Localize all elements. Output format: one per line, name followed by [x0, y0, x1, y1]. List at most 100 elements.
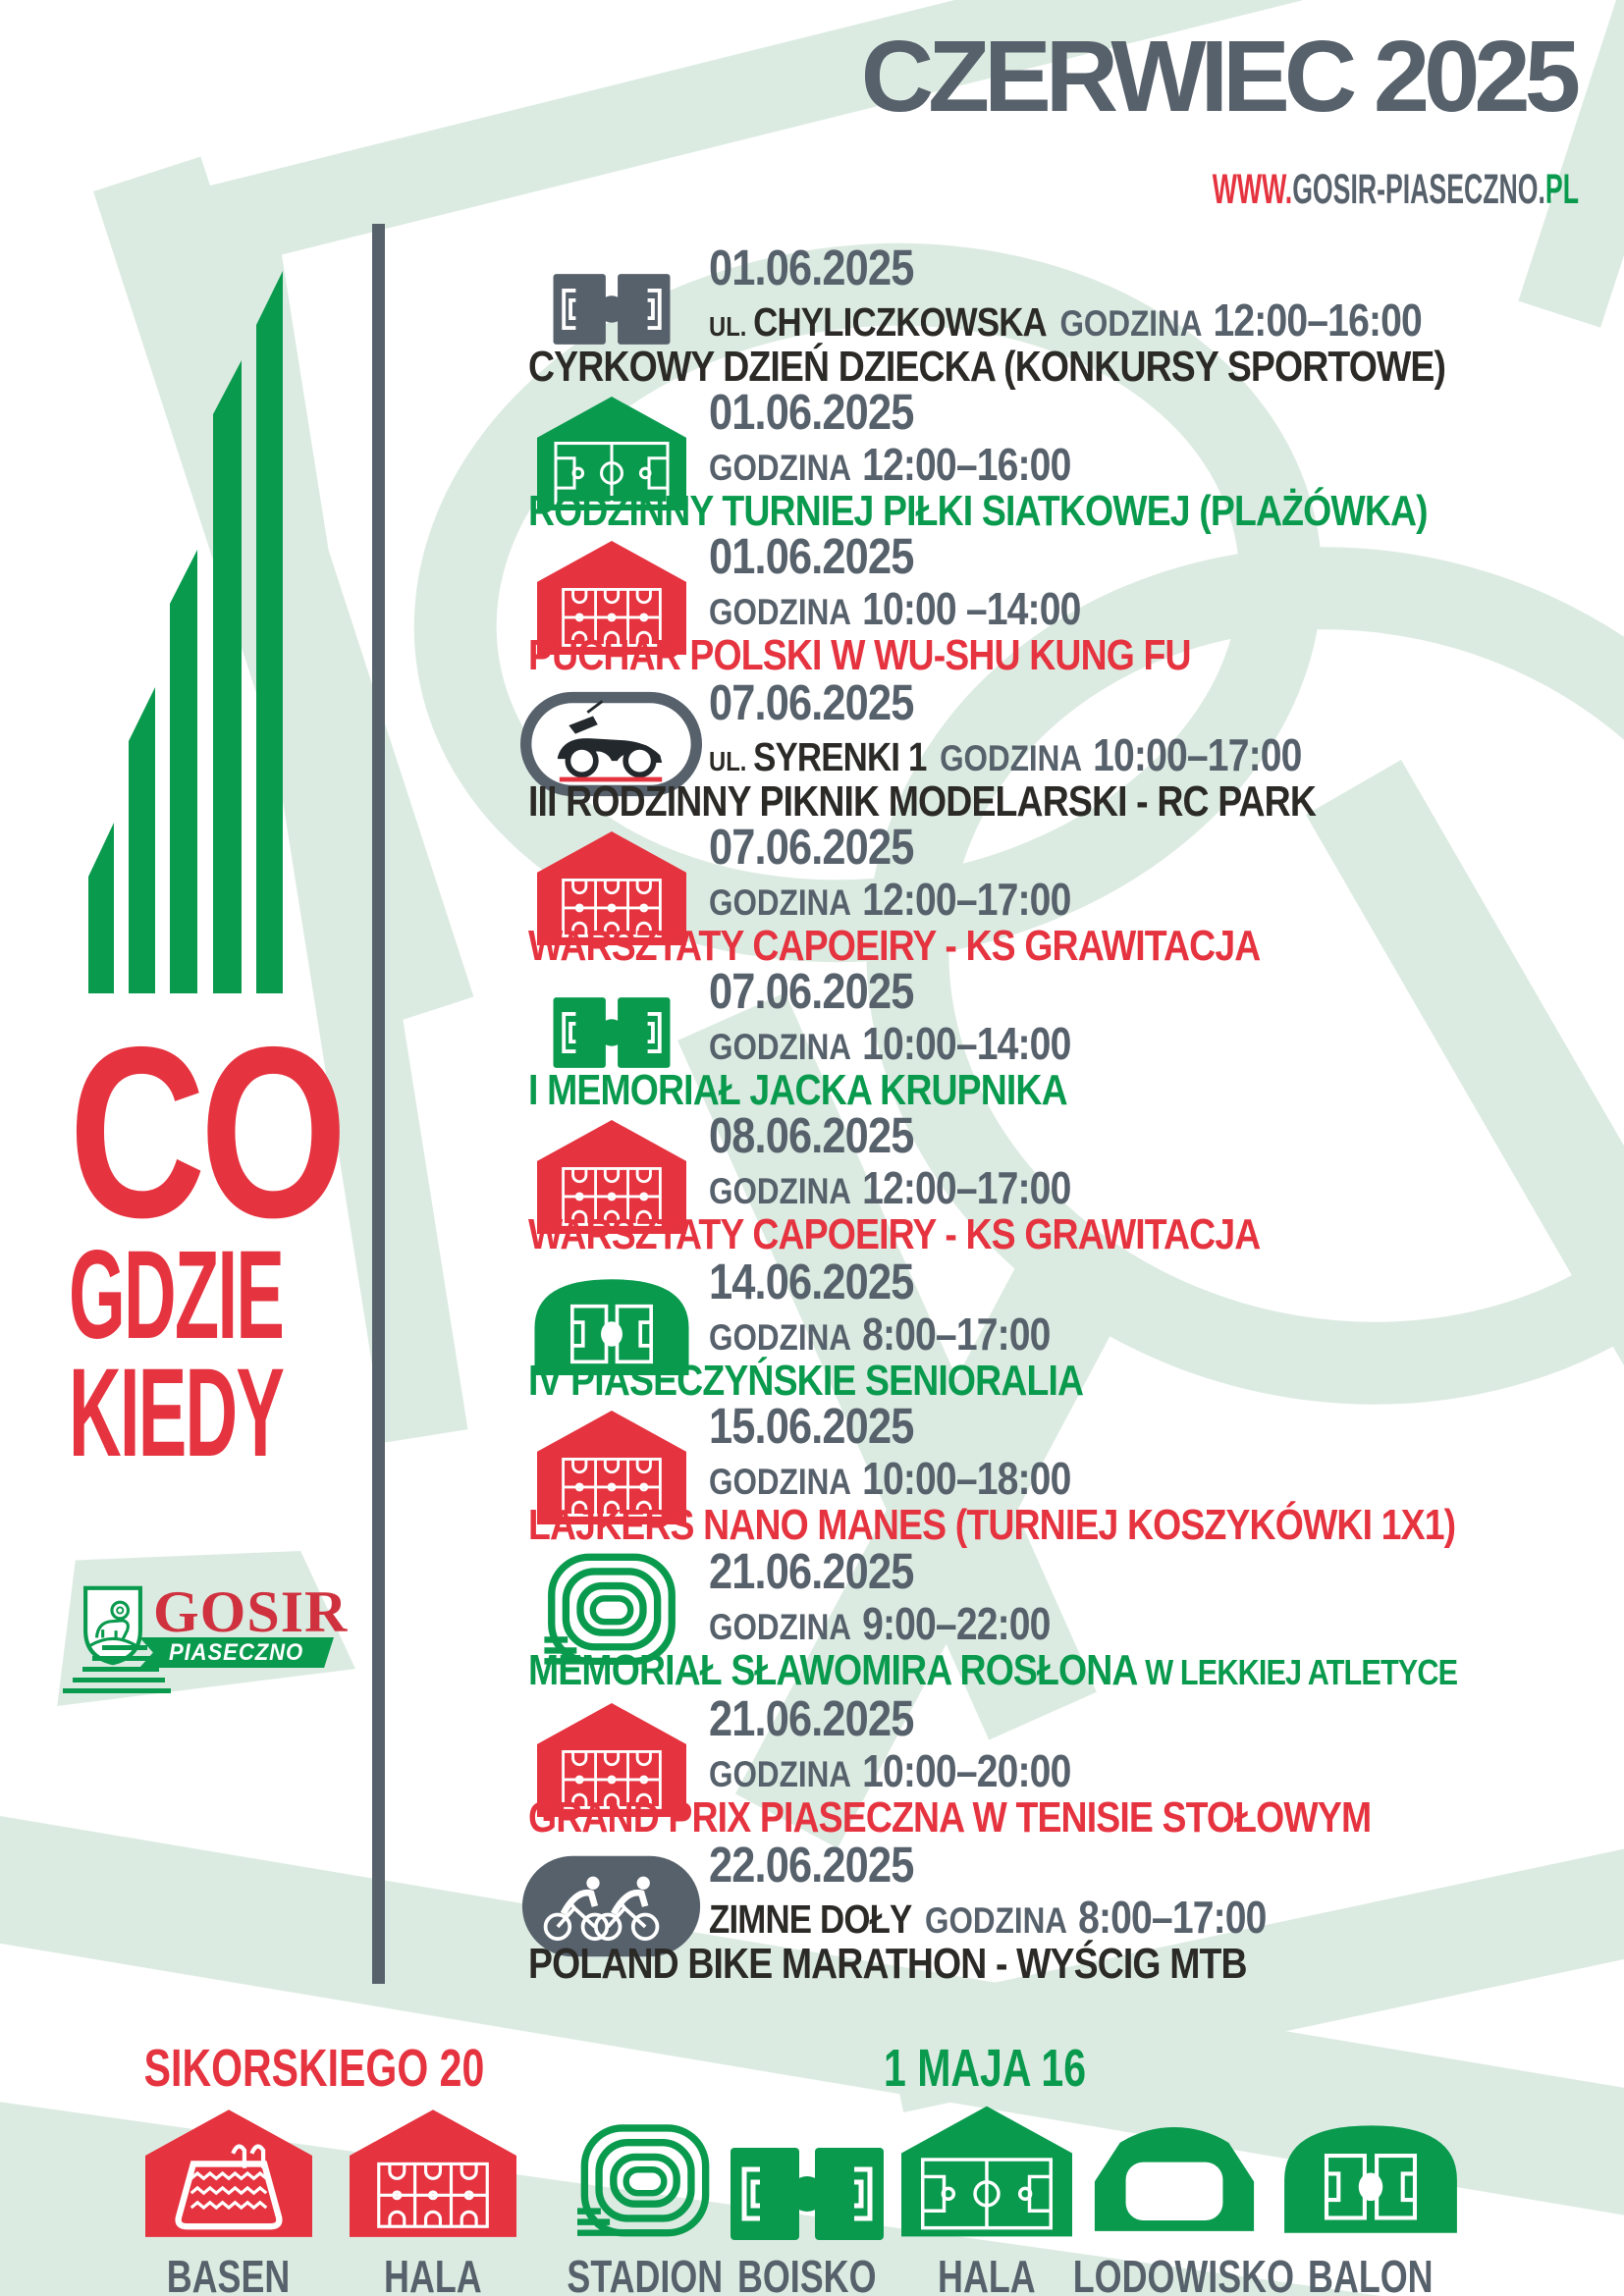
event-name: I MEMORIAŁ JACKA KRUPNIKA: [528, 1066, 1068, 1114]
event-name: WARSZTATY CAPOEIRY - KS GRAWITACJA: [528, 1210, 1261, 1258]
field-icon: [675, 2079, 940, 2248]
event-details: GODZINA 12:00–16:00: [709, 441, 1071, 488]
event-godzina-label: GODZINA: [709, 592, 852, 632]
event-time: 10:00–18:00: [862, 1453, 1071, 1504]
event-name-suffix: W LEKKIEJ ATLETYCE: [1137, 1652, 1458, 1692]
event-time: 8:00–17:00: [862, 1308, 1051, 1360]
facility-item: LODOWISKO: [1042, 2079, 1307, 2296]
event-details: GODZINA 10:00–18:00: [709, 1453, 1071, 1504]
event-name: RODZINNY TURNIEJ PIŁKI SIATKOWEJ (PLAŻÓW…: [528, 487, 1429, 535]
logo-stripe: [73, 1678, 165, 1682]
hala-grid-icon: [520, 829, 702, 947]
facility-item: BALON: [1238, 2079, 1503, 2296]
page-title: CZERWIEC 2025: [860, 20, 1581, 133]
logo-wordmark: GOSIR: [153, 1579, 349, 1644]
event-time: 9:00–22:00: [862, 1598, 1051, 1649]
event-row: 01.06.2025 GODZINA 12:00–16:00 RODZINNY TUR…: [520, 387, 1610, 540]
facility-item: BOISKO: [675, 2079, 940, 2296]
hala-grid-icon: [520, 539, 702, 657]
blade-bar-4: [213, 360, 242, 993]
event-row: 14.06.2025 GODZINA 8:00–17:00 IV PIASECZYŃS…: [520, 1256, 1610, 1410]
url-www: WWW.: [1212, 166, 1293, 213]
event-location-prefix: UL.: [709, 311, 747, 342]
url-domain: GOSIR-PIASECZNO.: [1292, 166, 1545, 213]
event-time: 10:00 –14:00: [862, 583, 1081, 634]
website-url: WWW.GOSIR-PIASECZNO.PL: [1213, 169, 1579, 211]
oval-rc-icon: [520, 685, 702, 803]
event-location-prefix: UL.: [709, 746, 747, 776]
event-details: UL. SYRENKI 1 GODZINA 10:00–17:00: [709, 731, 1302, 778]
oval-bike-icon: [520, 1847, 702, 1965]
event-godzina-label: GODZINA: [1059, 303, 1203, 344]
event-date: 07.06.2025: [709, 963, 914, 1019]
hala-grid-icon: [300, 2079, 566, 2248]
facility-label: HALA: [938, 2251, 1036, 2296]
logo-stripe: [82, 1667, 159, 1672]
event-location: CHYLICZKOWSKA: [753, 299, 1048, 345]
event-details: GODZINA 10:00–20:00: [709, 1745, 1071, 1796]
rink-dome-icon: [1042, 2079, 1307, 2248]
event-time: 12:00–16:00: [1213, 294, 1423, 346]
event-godzina-label: GODZINA: [709, 1027, 852, 1067]
event-name: CYRKOWY DZIEŃ DZIECKA (KONKURSY SPORTOWE…: [528, 343, 1446, 391]
facility-label: BALON: [1308, 2251, 1434, 2296]
event-name: POLAND BIKE MARATHON - WYŚCIG MTB: [528, 1940, 1248, 1988]
event-row: 15.06.2025 GODZINA 10:00–18:00 LAJKERS NANO…: [520, 1401, 1610, 1554]
facility-label: HALA: [384, 2251, 482, 2296]
event-location: ZIMNE DOŁY: [709, 1896, 912, 1942]
event-time: 12:00–17:00: [862, 1162, 1071, 1213]
field-icon: [520, 974, 702, 1092]
blade-bar-2: [129, 687, 155, 993]
facility-item: BASEN: [96, 2079, 361, 2296]
facility-label: LODOWISKO: [1072, 2251, 1295, 2296]
event-date: 21.06.2025: [709, 1690, 914, 1746]
event-date: 07.06.2025: [709, 674, 914, 730]
track-icon: [513, 2079, 778, 2248]
hala-court-icon: [520, 395, 702, 512]
facility-label: BOISKO: [737, 2251, 877, 2296]
event-details: GODZINA 9:00–22:00: [709, 1600, 1051, 1647]
event-location: SYRENKI 1: [753, 734, 927, 779]
event-name: III RODZINNY PIKNIK MODELARSKI - RC PARK: [528, 777, 1317, 826]
event-details: GODZINA 12:00–17:00: [709, 876, 1071, 923]
facility-item: HALA: [300, 2079, 566, 2296]
event-time: 10:00–20:00: [862, 1745, 1071, 1796]
event-date: 01.06.2025: [709, 528, 914, 584]
event-name: GRAND PRIX PIASECZNA W TENISIE STOŁOWYM: [528, 1793, 1372, 1842]
event-details: GODZINA 10:00–14:00: [709, 1020, 1071, 1067]
event-godzina-label: GODZINA: [709, 1754, 852, 1794]
url-tld: PL: [1544, 166, 1579, 213]
event-godzina-label: GODZINA: [709, 1317, 852, 1358]
address-1maja: 1 MAJA 16: [883, 2039, 1087, 2098]
crest-icon: [82, 1584, 143, 1672]
logo-stripe: [63, 1688, 171, 1693]
event-row: 22.06.2025 ZIMNE DOŁY GODZINA 8:00–17:00 POL…: [520, 1840, 1610, 1993]
event-row: 08.06.2025 GODZINA 12:00–17:00 WARSZTATY CA…: [520, 1110, 1610, 1263]
event-row: 01.06.2025 GODZINA 10:00 –14:00 PUCHAR POLS…: [520, 531, 1610, 684]
event-date: 07.06.2025: [709, 819, 914, 875]
logo-subtitle: PIASECZNO: [169, 1638, 304, 1666]
event-godzina-label: GODZINA: [925, 1900, 1068, 1941]
event-godzina-label: GODZINA: [709, 448, 852, 488]
event-time: 10:00–17:00: [1093, 729, 1302, 780]
vertical-divider: [372, 224, 385, 1984]
event-date: 01.06.2025: [709, 384, 914, 440]
event-name: PUCHAR POLSKI W WU-SHU KUNG FU: [528, 631, 1192, 679]
facility-label: BASEN: [167, 2251, 291, 2296]
field-dome-icon: [520, 1264, 702, 1382]
event-name: MEMORIAŁ SŁAWOMIRA ROSŁONA W LEKKIEJ ATL…: [528, 1646, 1458, 1694]
hala-court-icon: [854, 2079, 1119, 2248]
event-godzina-label: GODZINA: [940, 738, 1083, 778]
hala-grid-icon: [520, 1701, 702, 1819]
event-row: 07.06.2025 UL. SYRENKI 1 GODZINA 10:00–17:00…: [520, 677, 1610, 830]
field-icon: [520, 250, 702, 368]
event-godzina-label: GODZINA: [709, 1171, 852, 1211]
logo-stripe: [92, 1656, 153, 1661]
facility-item: STADION: [513, 2079, 778, 2296]
event-details: GODZINA 12:00–17:00: [709, 1162, 1071, 1213]
event-date: 15.06.2025: [709, 1398, 914, 1454]
headline-gdzie: GDZIE: [69, 1225, 285, 1365]
event-name: WARSZTATY CAPOEIRY - KS GRAWITACJA: [528, 922, 1261, 970]
event-details: UL. CHYLICZKOWSKA GODZINA 12:00–16:00: [709, 294, 1423, 346]
event-time: 8:00–17:00: [1078, 1892, 1267, 1943]
